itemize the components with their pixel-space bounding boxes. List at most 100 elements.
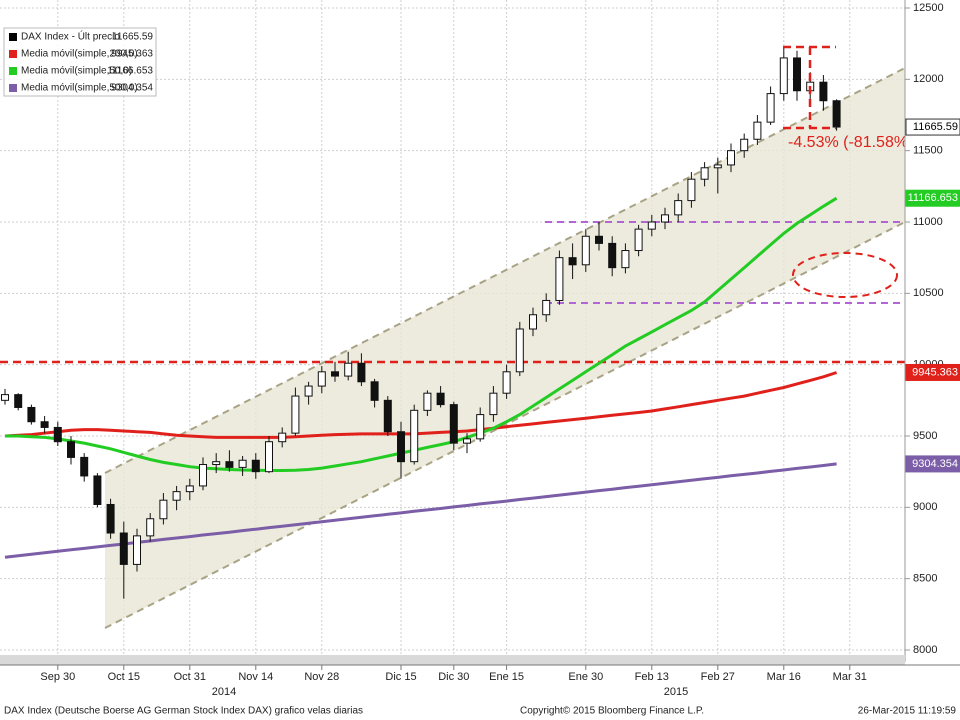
candle-body [423,392,432,411]
candle-body [185,485,194,493]
x-tick-label: Ene 15 [489,671,524,683]
candle-body [383,399,392,433]
candle-body [661,214,669,223]
legend-value: 11166.653 [107,66,153,77]
candle-body [779,57,788,95]
candle-body [278,432,287,443]
target-ellipse [792,252,898,298]
y-axis-area [905,0,960,662]
candle-body [568,257,577,266]
candle-body [397,431,405,463]
candle-body [515,328,524,373]
candle-body [647,221,656,230]
y-tick-label: 11500 [913,145,943,157]
x-tick-label: Nov 28 [304,671,339,683]
year-label: 2014 [212,686,236,698]
candle-body [159,499,168,520]
candle-body [529,314,537,330]
candle-body [40,421,49,428]
x-tick-label: Dic 15 [385,671,416,683]
x-tick-label: Ene 30 [568,671,603,683]
candle-body [700,167,709,180]
candle-body [291,395,300,434]
legend-value: 9304.354 [111,83,153,94]
candle-body [753,121,762,140]
candle-body [449,404,458,444]
x-tick-label: Sep 30 [40,671,75,683]
candle-body [555,257,564,301]
value-tag-label: 11166.653 [908,192,958,204]
candle-body [581,235,590,266]
candle-body [344,362,353,377]
legend-label: Media móvil(simple,50,0) [21,66,132,77]
candle-body [674,200,683,216]
x-tick-label: Mar 16 [767,671,801,683]
ma-line [4,462,837,559]
volume-strip [0,655,905,665]
candle-body [357,362,366,383]
x-tick-label: Feb 27 [701,671,735,683]
legend-swatch [9,67,17,75]
candle-body [93,475,102,505]
candle-body [621,250,630,269]
marks [1,47,841,599]
y-tick-label: 9000 [913,501,937,513]
candle-body [14,394,23,408]
candle-body [819,81,828,102]
candle-body [1,394,9,401]
x-tick-label: Nov 14 [238,671,273,683]
candle-body [832,100,841,128]
y-tick-label: 12000 [913,73,944,85]
candle-body [119,532,128,565]
x-tick-label: Dic 30 [438,671,469,683]
candle-body [67,441,75,458]
channel-upper [104,67,906,474]
legend-swatch [9,33,17,41]
y-tick-label: 11000 [913,216,943,228]
ma-line [5,196,838,472]
legend-swatch [9,84,17,92]
legend-value: 11665.59 [112,32,153,43]
candle-body [766,93,775,123]
candle-body [53,426,62,443]
candle-body [331,371,339,377]
candle-body [502,371,511,394]
y-tick-label: 8000 [913,644,937,656]
ma-line [4,371,838,439]
legend-swatch [9,50,17,58]
x-tick-label: Oct 15 [108,671,140,683]
y-tick-label: 10500 [913,287,944,299]
candle-body [27,406,36,423]
value-tag [905,455,960,473]
candle-body [370,381,379,401]
candle-body [476,414,485,440]
candle-body [133,535,141,565]
candle-body [740,138,749,152]
x-tick-label: Mar 31 [833,671,867,683]
y-tick-label: 12500 [913,2,944,14]
legend-label: Media móvil(simple,200,0) [21,49,138,60]
value-tag [905,118,960,136]
candle-body [727,150,735,166]
x-tick-label: Feb 13 [635,671,669,683]
trend-channel [105,68,905,628]
candle-body [489,392,498,416]
candle-body [199,464,207,487]
candle-body [608,242,617,269]
candle-body [713,164,722,169]
candle-body [172,491,181,501]
candle-body [212,461,221,466]
value-tag-label: 9304.354 [912,458,958,470]
candle-body [542,299,551,316]
candle-body [463,438,471,444]
candle-body [317,371,326,387]
y-tick-label: 8500 [913,573,937,585]
year-label: 2015 [664,686,688,698]
footer-center: Copyright© 2015 Bloomberg Finance L.P. [520,706,704,717]
candle-body [634,228,643,252]
y-tick-label: 9500 [913,430,937,442]
candle-body [793,57,801,92]
legend-box [3,27,157,97]
candle-body [146,518,155,537]
